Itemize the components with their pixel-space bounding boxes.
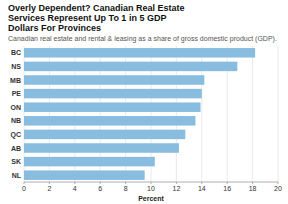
y-tick-label: MB	[10, 77, 21, 84]
bar	[24, 116, 195, 126]
x-tick-label: 20	[274, 185, 282, 192]
bar	[24, 143, 179, 153]
y-tick-label: QC	[11, 131, 22, 139]
y-tick-label: AB	[11, 145, 21, 152]
x-tick	[176, 182, 177, 184]
bar	[24, 102, 201, 112]
bars	[24, 48, 255, 180]
x-tick-label: 8	[124, 185, 128, 192]
bar	[24, 130, 185, 140]
x-tick	[74, 182, 75, 184]
y-tick-label: NB	[11, 117, 21, 124]
y-tick-label: ON	[11, 104, 22, 111]
bar	[24, 48, 255, 58]
y-tick-label: NL	[12, 172, 22, 179]
bar	[24, 62, 237, 72]
x-tick	[49, 182, 50, 184]
grid-line	[278, 46, 279, 182]
x-tick	[227, 182, 228, 184]
y-tick-label: BC	[11, 49, 21, 56]
title: Overly Dependent? Canadian Real Estate S…	[0, 0, 288, 33]
grid	[24, 46, 278, 182]
x-tick-label: 6	[98, 185, 102, 192]
x-tick-label: 16	[223, 185, 231, 192]
subtitle: Canadian real estate and rental & leasin…	[0, 33, 288, 43]
x-axis-label: Percent	[138, 195, 164, 202]
x-tick	[252, 182, 253, 184]
x-tick-label: 12	[173, 185, 181, 192]
chart: NL SK AB QC NB ON PE MB NS BC 0 2 4 6 8 10 12 14 16 18 20 Per…	[0, 43, 288, 204]
x-tick	[24, 182, 25, 184]
x-tick	[201, 182, 202, 184]
y-tick-label: SK	[11, 158, 21, 165]
y-tick-label: PE	[12, 90, 22, 97]
x-tick-label: 4	[73, 185, 77, 192]
bar	[24, 89, 202, 99]
x-tick-label: 18	[249, 185, 257, 192]
y-tick-labels: NL SK AB QC NB ON PE MB NS BC	[10, 49, 22, 178]
x-tick	[100, 182, 101, 184]
y-tick-label: NS	[11, 63, 21, 70]
bar	[24, 75, 204, 85]
grid-line	[252, 46, 253, 182]
x-tick	[125, 182, 126, 184]
x-tick-label: 14	[198, 185, 206, 192]
x-axis: 0 2 4 6 8 10 12 14 16 18 20	[22, 182, 282, 192]
x-tick	[278, 182, 279, 184]
bar	[24, 170, 145, 180]
x-tick-label: 0	[22, 185, 26, 192]
x-tick-label: 2	[47, 185, 51, 192]
bar	[24, 157, 155, 167]
x-tick	[151, 182, 152, 184]
x-tick-label: 10	[147, 185, 155, 192]
